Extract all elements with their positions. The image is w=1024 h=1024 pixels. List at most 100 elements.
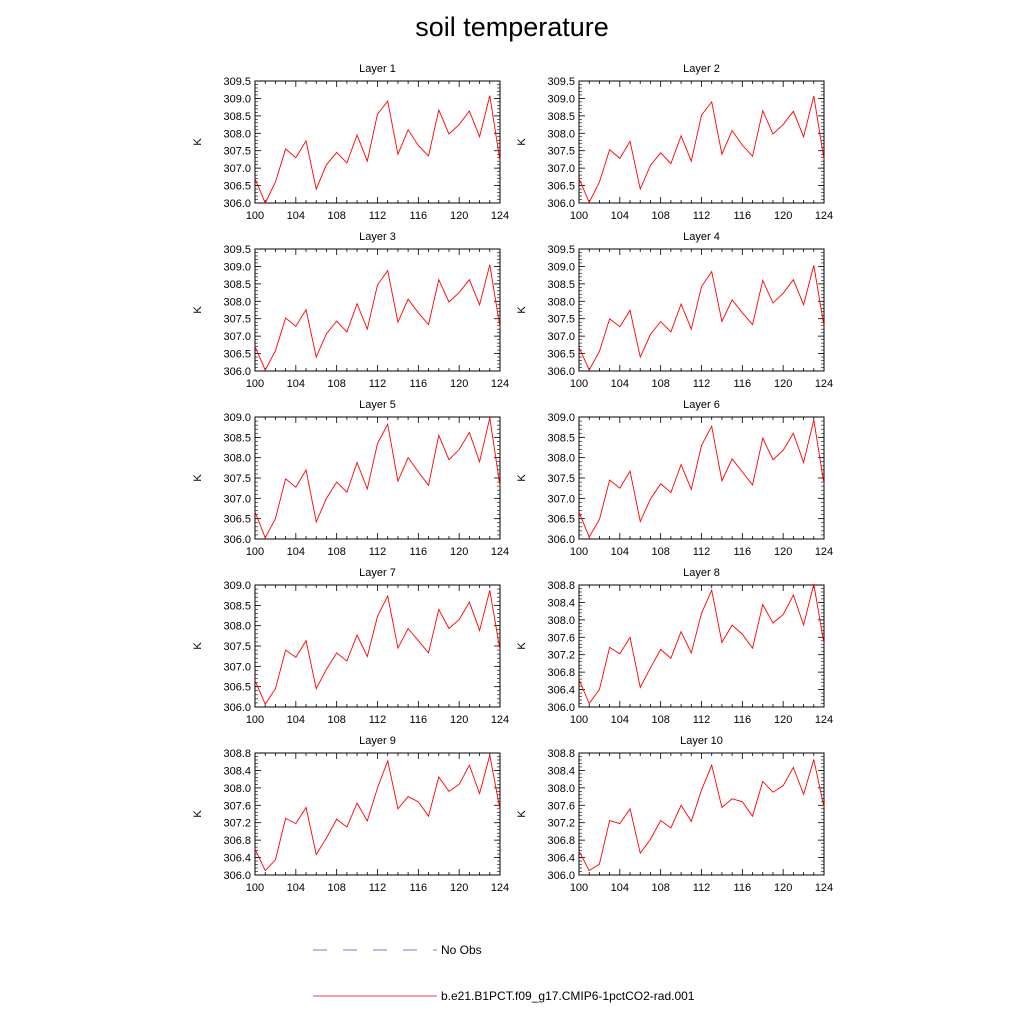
y-tick-label: 306.0	[223, 702, 251, 714]
panel-layer-5: Layer 5 100 104 108 112 116 120 124 306.0 306.5 30…	[192, 399, 509, 558]
x-tick-label: 104	[611, 378, 629, 390]
y-axis-label: K	[516, 474, 528, 482]
y-tick-label: 308.8	[223, 748, 251, 760]
x-tick-label: 120	[774, 546, 792, 558]
y-tick-label: 309.5	[223, 244, 251, 256]
panel-layer-6: Layer 6 100 104 108 112 116 120 124 306.0 306.5 30…	[516, 399, 833, 558]
x-tick-label: 120	[774, 714, 792, 726]
x-tick-label: 116	[410, 714, 428, 726]
x-tick-label: 104	[287, 378, 305, 390]
panel-layer-8: Layer 8 100 104 108 112 116 120 124 306.0 306.4 30…	[516, 567, 833, 726]
y-tick-label: 309.0	[547, 93, 575, 105]
x-tick-label: 116	[734, 378, 752, 390]
x-tick-label: 108	[327, 546, 345, 558]
y-tick-label: 308.4	[547, 597, 575, 609]
y-tick-label: 308.5	[223, 432, 251, 444]
y-tick-label: 306.0	[547, 366, 575, 378]
y-tick-label: 307.5	[223, 146, 251, 158]
panel-title: Layer 5	[359, 399, 396, 411]
y-tick-label: 307.5	[223, 641, 251, 653]
y-tick-label: 306.4	[547, 853, 575, 865]
y-tick-label: 308.4	[547, 765, 575, 777]
y-tick-label: 307.2	[547, 650, 575, 662]
panel-title: Layer 6	[683, 399, 720, 411]
x-tick-label: 120	[774, 210, 792, 222]
x-tick-label: 100	[570, 378, 588, 390]
x-tick-label: 108	[651, 210, 669, 222]
y-axis-label: K	[192, 474, 204, 482]
y-tick-label: 307.5	[223, 314, 251, 326]
y-tick-label: 306.0	[223, 366, 251, 378]
y-tick-label: 307.0	[223, 163, 251, 175]
y-axis-label: K	[192, 810, 204, 818]
x-tick-label: 124	[815, 546, 833, 558]
x-tick-label: 116	[410, 210, 428, 222]
y-tick-label: 306.5	[547, 349, 575, 361]
y-axis-label: K	[516, 306, 528, 314]
x-tick-label: 112	[369, 882, 387, 894]
series-line	[578, 584, 825, 705]
x-tick-label: 100	[246, 546, 264, 558]
x-tick-label: 120	[450, 882, 468, 894]
x-tick-label: 112	[693, 882, 711, 894]
y-tick-label: 306.8	[547, 667, 575, 679]
y-tick-label: 306.0	[223, 870, 251, 882]
y-tick-label: 307.6	[223, 800, 251, 812]
panel-title: Layer 10	[680, 735, 723, 747]
y-tick-label: 308.0	[223, 453, 251, 465]
y-tick-label: 307.0	[223, 661, 251, 673]
y-tick-label: 309.5	[547, 244, 575, 256]
y-tick-label: 309.0	[547, 261, 575, 273]
y-tick-label: 309.0	[223, 412, 251, 424]
x-tick-label: 104	[611, 546, 629, 558]
panel-layer-4: Layer 4 100 104 108 112 116 120 124 306.0 306.5 30…	[516, 231, 833, 390]
plot-frame	[254, 80, 501, 204]
panel-layer-7: Layer 7 100 104 108 112 116 120 124 306.0 306.5 30…	[192, 567, 509, 726]
panel-layer-1: Layer 1 100 104 108 112 116 120 124 306.0 306.5 30…	[192, 63, 509, 222]
x-tick-label: 124	[815, 714, 833, 726]
x-tick-label: 124	[491, 378, 509, 390]
y-tick-label: 306.8	[223, 835, 251, 847]
x-tick-label: 116	[410, 882, 428, 894]
plot-frame	[254, 584, 501, 708]
x-tick-label: 124	[815, 210, 833, 222]
panel-title: Layer 4	[683, 231, 720, 243]
series-line	[578, 759, 825, 872]
y-tick-label: 308.0	[547, 783, 575, 795]
y-axis-label: K	[516, 642, 528, 650]
y-tick-label: 308.0	[547, 128, 575, 140]
y-tick-label: 307.5	[223, 473, 251, 485]
y-tick-label: 307.5	[547, 473, 575, 485]
y-tick-label: 307.5	[547, 314, 575, 326]
y-tick-label: 308.4	[223, 765, 251, 777]
plot-frame	[578, 416, 825, 540]
x-tick-label: 124	[491, 882, 509, 894]
panel-title: Layer 8	[683, 567, 720, 579]
series-line	[578, 95, 825, 204]
x-tick-label: 108	[651, 882, 669, 894]
y-tick-label: 306.5	[223, 181, 251, 193]
x-tick-label: 108	[327, 210, 345, 222]
x-tick-label: 100	[246, 882, 264, 894]
series-line	[254, 95, 501, 205]
y-tick-label: 307.0	[223, 331, 251, 343]
x-tick-label: 112	[369, 546, 387, 558]
x-tick-label: 120	[774, 882, 792, 894]
y-tick-label: 307.0	[547, 163, 575, 175]
x-tick-label: 116	[734, 714, 752, 726]
x-tick-label: 116	[734, 882, 752, 894]
panel-layer-2: Layer 2 100 104 108 112 116 120 124 306.0 306.5 30…	[516, 63, 833, 222]
plot-frame	[254, 248, 501, 372]
x-tick-label: 100	[246, 378, 264, 390]
panel-title: Layer 9	[359, 735, 396, 747]
x-tick-label: 116	[734, 210, 752, 222]
x-tick-label: 104	[611, 210, 629, 222]
x-tick-label: 124	[815, 378, 833, 390]
plot-frame	[578, 584, 825, 708]
x-tick-label: 124	[491, 714, 509, 726]
y-tick-label: 306.5	[547, 181, 575, 193]
y-tick-label: 307.0	[223, 493, 251, 505]
y-tick-label: 308.0	[547, 296, 575, 308]
x-tick-label: 104	[611, 714, 629, 726]
y-tick-label: 309.0	[547, 412, 575, 424]
